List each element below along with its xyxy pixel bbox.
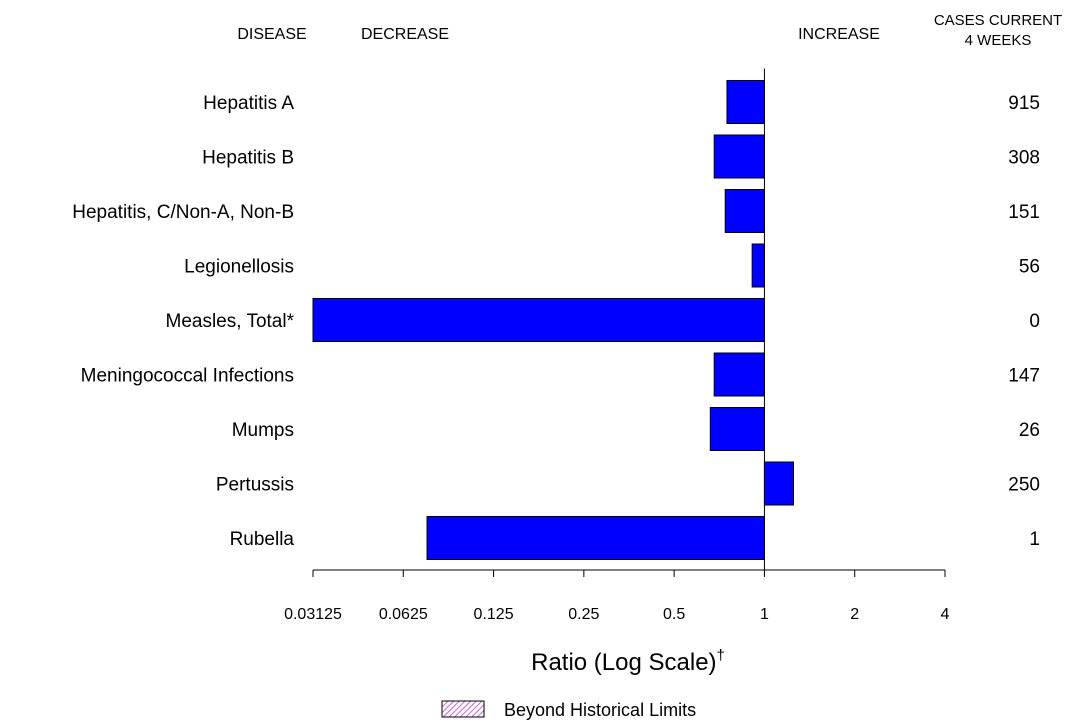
category-label-meningococcal-infections: Meningococcal Infections [81,366,294,387]
bar-hepatitis-b [713,134,765,179]
case-count-legionellosis: 56 [1019,257,1040,278]
bar-rubella [426,516,765,560]
header-increase: INCREASE [798,26,880,43]
case-count-meningococcal-infections: 147 [1008,366,1040,387]
x-tick-label-2: 0.125 [474,606,514,623]
case-count-rubella: 1 [1029,529,1040,550]
case-count-measles-total: 0 [1029,311,1040,332]
x-axis: 0.03125 0.0625 0.125 0.25 0.5 1 2 4 [284,569,950,623]
category-label-hepatitis-a: Hepatitis A [203,93,294,114]
category-label-rubella: Rubella [230,529,295,550]
bar-hepatitis-c-non-a-non-b [724,189,765,233]
bar-pertussis [763,461,794,506]
case-count-hepatitis-c-non-a-non-b: 151 [1008,202,1040,223]
category-label-hepatitis-c-non-a-non-b: Hepatitis, C/Non-A, Non-B [72,202,294,223]
x-tick-label-3: 0.25 [568,606,599,623]
header-decrease: DECREASE [361,26,449,43]
category-label-mumps: Mumps [232,420,294,441]
bar-meningococcal-infections [713,352,765,397]
category-label-pertussis: Pertussis [216,475,294,496]
bar-hepatitis-a [726,80,765,124]
x-tick-label-7: 4 [941,606,950,623]
case-count-hepatitis-b: 308 [1008,148,1040,169]
header-4-weeks: 4 WEEKS [965,32,1032,49]
header-cases-current: CASES CURRENT [934,12,1062,29]
bar-mumps [709,407,765,451]
case-count-hepatitis-a: 915 [1008,93,1040,114]
x-tick-label-0: 0.03125 [284,606,342,623]
case-count-pertussis: 250 [1008,475,1040,496]
category-label-hepatitis-b: Hepatitis B [202,148,294,169]
x-tick-label-5: 1 [760,606,769,623]
x-axis-title-mark: † [717,647,725,664]
x-tick-label-6: 2 [850,606,859,623]
bar-legionellosis [751,243,765,288]
bars-group [312,80,794,560]
category-label-legionellosis: Legionellosis [184,257,294,278]
legend-label: Beyond Historical Limits [504,700,696,720]
x-tick-label-4: 0.5 [663,606,685,623]
category-label-measles-total: Measles, Total* [166,311,295,332]
case-count-labels: 915 308 151 56 0 147 26 250 1 [1008,93,1040,550]
x-axis-title-text: Ratio (Log Scale) [531,649,716,676]
x-tick-label-1: 0.0625 [379,606,428,623]
legend-swatch-hatched [441,700,485,718]
category-labels: Hepatitis A Hepatitis B Hepatitis, C/Non-A… [72,93,294,550]
x-axis-title: Ratio (Log Scale)† [531,647,725,676]
header-disease: DISEASE [237,26,306,43]
bar-measles-total [312,298,765,342]
case-count-mumps: 26 [1019,420,1040,441]
